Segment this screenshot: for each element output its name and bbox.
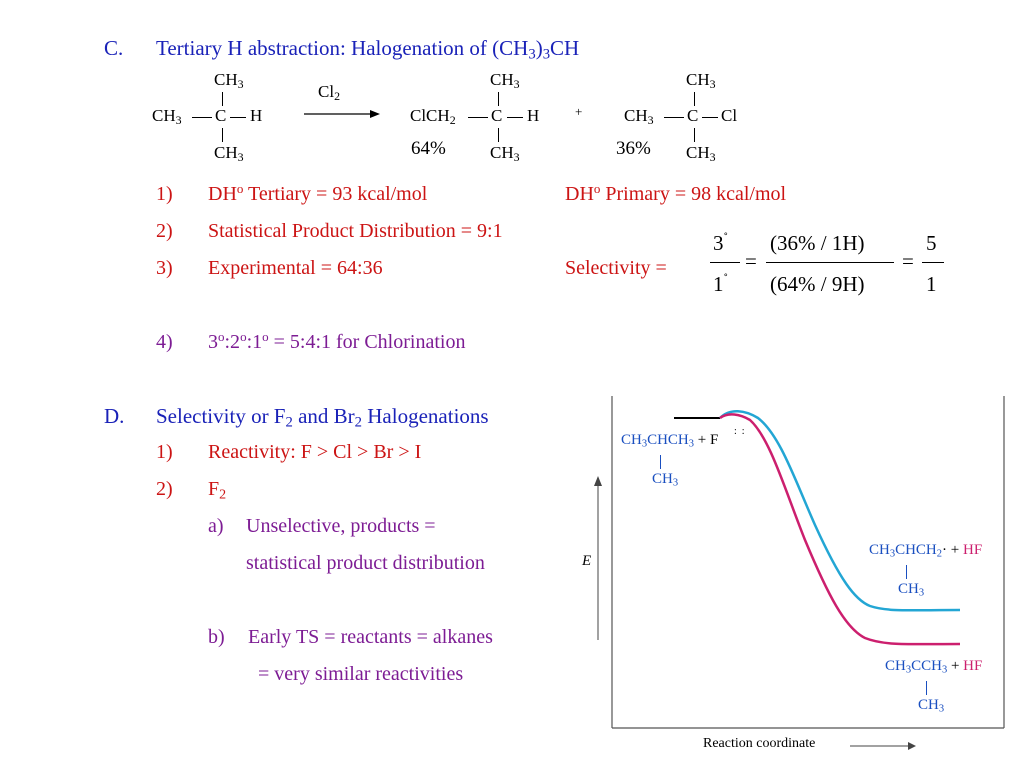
- item-c1-tertiary-bde: DHo Tertiary = 93 kcal/mol: [208, 180, 428, 205]
- bond-line: [926, 681, 927, 695]
- product1-chloromethyl: ClCH2: [410, 106, 456, 127]
- reactant-hydrogen: H: [250, 106, 263, 125]
- eq-middle-denominator: (64% / 9H): [770, 272, 865, 296]
- diagram-reactants-branch: CH3: [652, 471, 679, 489]
- bond-line: [660, 455, 661, 469]
- bond-line: [694, 92, 695, 106]
- item-d2a-label: a): [208, 515, 224, 537]
- item-c4-text: 3o:2o:1o = 5:4:1 for Chlorination: [208, 328, 466, 353]
- item-d2a-text: Unselective, products =: [246, 515, 436, 537]
- bond-line: [702, 117, 718, 118]
- section-c-letter: C.: [104, 36, 124, 60]
- selectivity-label: Selectivity =: [565, 257, 667, 279]
- eq-right-numerator: 5: [926, 231, 937, 255]
- eq-left-denominator: 1˚: [713, 271, 729, 296]
- diagram-tertiary-product-branch: CH3: [918, 697, 945, 715]
- reactant-bottom-methyl: CH3: [214, 143, 244, 164]
- product2-yield: 36%: [616, 138, 651, 159]
- product2-top-methyl: CH3: [686, 70, 716, 91]
- item-c3-number: 3): [156, 257, 173, 279]
- reactant-center-carbon: C: [215, 106, 227, 125]
- product1-center-carbon: C: [491, 106, 503, 125]
- primary-pathway-curve: [719, 410, 961, 612]
- energy-axis-label: E: [582, 553, 592, 569]
- product1-hydrogen: H: [527, 106, 540, 125]
- eq-middle-numerator: (36% / 1H): [770, 231, 865, 255]
- eq-left-numerator: 3˚: [713, 230, 729, 255]
- product2-bottom-methyl: CH3: [686, 143, 716, 164]
- product2-center-carbon: C: [687, 106, 699, 125]
- eq-equals-2: =: [902, 249, 914, 273]
- bond-line: [498, 92, 499, 106]
- product1-yield: 64%: [411, 138, 446, 159]
- fluorine-radical-electrons: : :: [734, 426, 745, 437]
- item-d1-number: 1): [156, 441, 173, 463]
- diagram-primary-product-label: CH3CHCH2· + HF: [869, 542, 983, 560]
- energy-diagram-frame: [594, 396, 1005, 750]
- bond-line: [507, 117, 523, 118]
- section-c-title: Tertiary H abstraction: Halogenation of …: [156, 36, 580, 63]
- reactant-top-methyl: CH3: [214, 70, 244, 91]
- bond-line: [694, 128, 695, 142]
- item-c1-primary-bde: DHo Primary = 98 kcal/mol: [565, 180, 787, 205]
- bond-line: [906, 565, 907, 579]
- item-d2-number: 2): [156, 478, 173, 500]
- fluorine-radical: F: [710, 432, 719, 448]
- section-d-title: Selectivity or F2 and Br2 Halogenations: [156, 404, 489, 431]
- bond-line: [664, 117, 684, 118]
- product1-top-methyl: CH3: [490, 70, 520, 91]
- item-d1-reactivity: Reactivity: F > Cl > Br > I: [208, 441, 422, 463]
- bond-line: [222, 128, 223, 142]
- item-d2a-text-cont: statistical product distribution: [246, 552, 485, 574]
- reaction-arrow: [304, 110, 380, 118]
- product2-left-methyl: CH3: [624, 106, 654, 127]
- product2-chlorine: Cl: [721, 106, 738, 125]
- item-c3-text: Experimental = 64:36: [208, 257, 383, 279]
- plus-sign: +: [575, 104, 583, 119]
- diagram-reactants-label: CH3CHCH3 + F: [621, 432, 719, 450]
- item-c2-text: Statistical Product Distribution = 9:1: [208, 220, 503, 242]
- eq-right-denominator: 1: [926, 272, 937, 296]
- section-d-letter: D.: [104, 404, 125, 428]
- fraction-line: [922, 262, 944, 263]
- bond-line: [468, 117, 488, 118]
- eq-equals-1: =: [745, 249, 757, 273]
- item-d2b-text: Early TS = reactants = alkanes: [248, 626, 493, 648]
- item-d2-fluorine: F2: [208, 478, 227, 503]
- bond-line: [222, 92, 223, 106]
- bond-line: [498, 128, 499, 142]
- fraction-line: [710, 262, 740, 263]
- item-c4-number: 4): [156, 331, 173, 353]
- tertiary-pathway-curve: [719, 413, 961, 646]
- bond-line: [230, 117, 246, 118]
- diagram-tertiary-product-label: CH3CCH3 + HF: [885, 658, 983, 676]
- item-c1-number: 1): [156, 183, 173, 205]
- item-c2-number: 2): [156, 220, 173, 242]
- diagram-primary-product-branch: CH3: [898, 581, 925, 599]
- item-d2b-text-cont: = very similar reactivities: [258, 663, 464, 685]
- fraction-line: [766, 262, 894, 263]
- product1-bottom-methyl: CH3: [490, 143, 520, 164]
- item-d2b-label: b): [208, 626, 225, 648]
- bond-line: [192, 117, 212, 118]
- reagent-label: Cl2: [318, 82, 341, 103]
- reactant-left-methyl: CH3: [152, 106, 182, 127]
- reaction-coordinate-label: Reaction coordinate: [703, 736, 816, 751]
